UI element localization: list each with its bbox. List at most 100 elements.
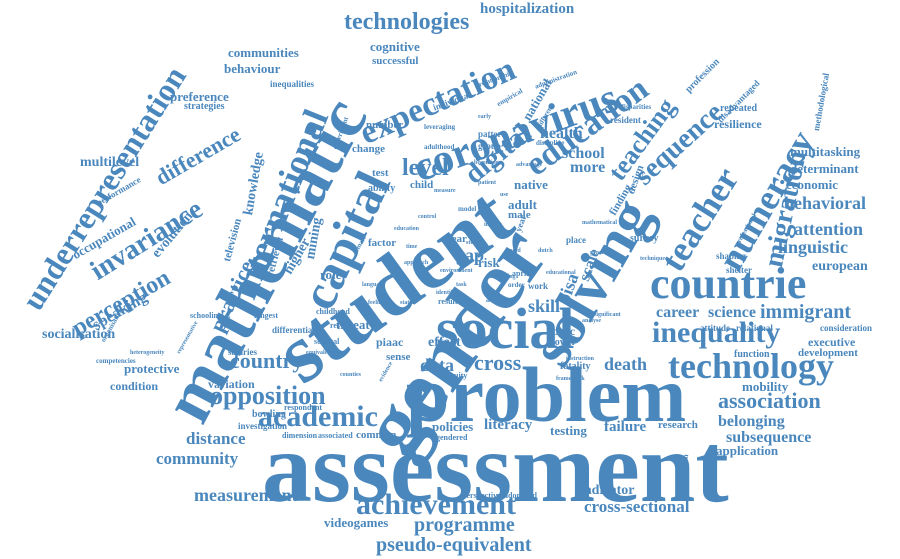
word-heterogeneity: heterogeneity: [130, 350, 165, 356]
word-respondent: respondent: [284, 403, 323, 412]
word-work: work: [528, 281, 548, 291]
word-communities: communities: [228, 45, 299, 60]
word-childhood: childhood: [316, 307, 350, 316]
word-fear: fear: [448, 233, 467, 245]
word-videogames: videogames: [324, 515, 389, 530]
word-preference: preference: [170, 89, 229, 104]
word-socialisation: socialisation: [42, 327, 116, 342]
word-significant: significant: [594, 312, 621, 318]
word-use: use: [500, 192, 509, 198]
word-cross-sectional: cross-sectional: [584, 497, 690, 516]
word-adult: adult: [508, 197, 537, 212]
word-identify: identify: [436, 290, 456, 296]
word-status: status: [400, 300, 416, 306]
word-common: common: [356, 429, 397, 441]
word-immigrant: immigrant: [760, 301, 852, 323]
word-gap: gap: [456, 245, 485, 265]
word-country: country: [230, 348, 304, 373]
word-subsequence: subsequence: [726, 429, 812, 446]
word-test: test: [372, 167, 389, 179]
word-associated: associated: [318, 431, 353, 440]
word-technology: technology: [668, 346, 834, 386]
word-opposition: opposition: [210, 381, 326, 410]
word-piaac: piaac: [376, 335, 404, 349]
word-based: based: [506, 248, 521, 254]
word-result: result: [438, 297, 458, 306]
word-condition: condition: [110, 379, 159, 393]
word-bowling: bowling: [252, 409, 286, 420]
word-countrie: countrie: [650, 259, 807, 308]
word-model: model: [458, 205, 477, 213]
word-education-small: education: [394, 226, 420, 232]
word-development: development: [798, 347, 858, 359]
word-variation: variation: [208, 377, 255, 391]
word-longest: longest: [254, 311, 278, 320]
word-academic: academic: [258, 400, 378, 433]
word-native: native: [514, 177, 548, 192]
word-leveraging: leveraging: [424, 123, 456, 131]
word-place: place: [566, 235, 586, 245]
word-shelter: shelter: [726, 265, 752, 275]
word-early: early: [478, 114, 491, 120]
word-mathematical: mathematical: [582, 220, 617, 226]
word-school: school: [562, 145, 605, 162]
word-male: male: [508, 209, 531, 221]
word-feeling: feeling: [368, 300, 385, 306]
word-achievement: achievement: [356, 488, 516, 521]
word-order: order: [508, 281, 525, 289]
word-time: time: [406, 244, 418, 250]
word-protective: protective: [124, 361, 180, 376]
word-skill: skill: [528, 296, 561, 316]
word-child: child: [410, 179, 434, 191]
word-european: european: [812, 259, 868, 274]
word-behavioral: behavioral: [784, 193, 867, 213]
word-testing: testing: [550, 423, 587, 438]
word-cross: cross: [474, 350, 522, 375]
word-gendered: gendered: [436, 433, 468, 442]
word-association: association: [718, 388, 821, 413]
word-adulthood: adulthood: [424, 143, 455, 151]
word-equivalence: equivalence: [306, 350, 336, 356]
word-patient: patient: [478, 180, 496, 186]
word-profession: profession: [683, 56, 722, 96]
word-social: social: [436, 296, 575, 361]
word-application: application: [716, 443, 779, 458]
word-pattern: pattern: [478, 129, 507, 139]
word-inequality: inequality: [652, 316, 781, 349]
word-literacy: literacy: [484, 417, 533, 433]
word-dutch: dutch: [538, 248, 553, 254]
word-april: april: [512, 269, 529, 278]
word-science: science: [708, 304, 756, 321]
word-behaviour: behaviour: [224, 61, 281, 76]
word-instruction: instruction: [566, 356, 595, 362]
word-equity: equity: [446, 371, 468, 380]
word-greater: greater: [590, 250, 609, 256]
word-health: health: [540, 125, 583, 142]
word-indicator: indicator: [580, 483, 635, 498]
word-policies: policies: [432, 419, 474, 434]
word-task: task: [456, 282, 467, 288]
word-educational: educational: [546, 270, 576, 276]
word-executive: executive: [808, 335, 856, 349]
word-environment: environment: [440, 268, 473, 274]
word-determinant: determinant: [790, 161, 859, 176]
word-disparities: disparities: [620, 103, 652, 111]
word-attention: attention: [794, 219, 863, 239]
word-framework: framework: [556, 376, 585, 382]
word-research: research: [658, 419, 698, 431]
word-cognitive: cognitive: [370, 39, 420, 54]
word-proc: proc: [552, 324, 576, 338]
word-difference: difference: [151, 121, 245, 190]
word-factor: factor: [368, 237, 397, 249]
word-community: community: [156, 449, 239, 468]
word-reading: reading: [496, 274, 516, 280]
word-lower: lower: [552, 337, 576, 348]
word-control: control: [418, 214, 437, 220]
word-economic: economic: [786, 177, 838, 192]
word-attitude: attitude: [700, 323, 730, 333]
word-belonging: belonging: [718, 413, 785, 430]
word-group: group: [478, 141, 501, 151]
word-methodological: methodological: [811, 72, 832, 132]
word-more: more: [570, 159, 606, 176]
word-randomized: randomized: [496, 491, 537, 500]
